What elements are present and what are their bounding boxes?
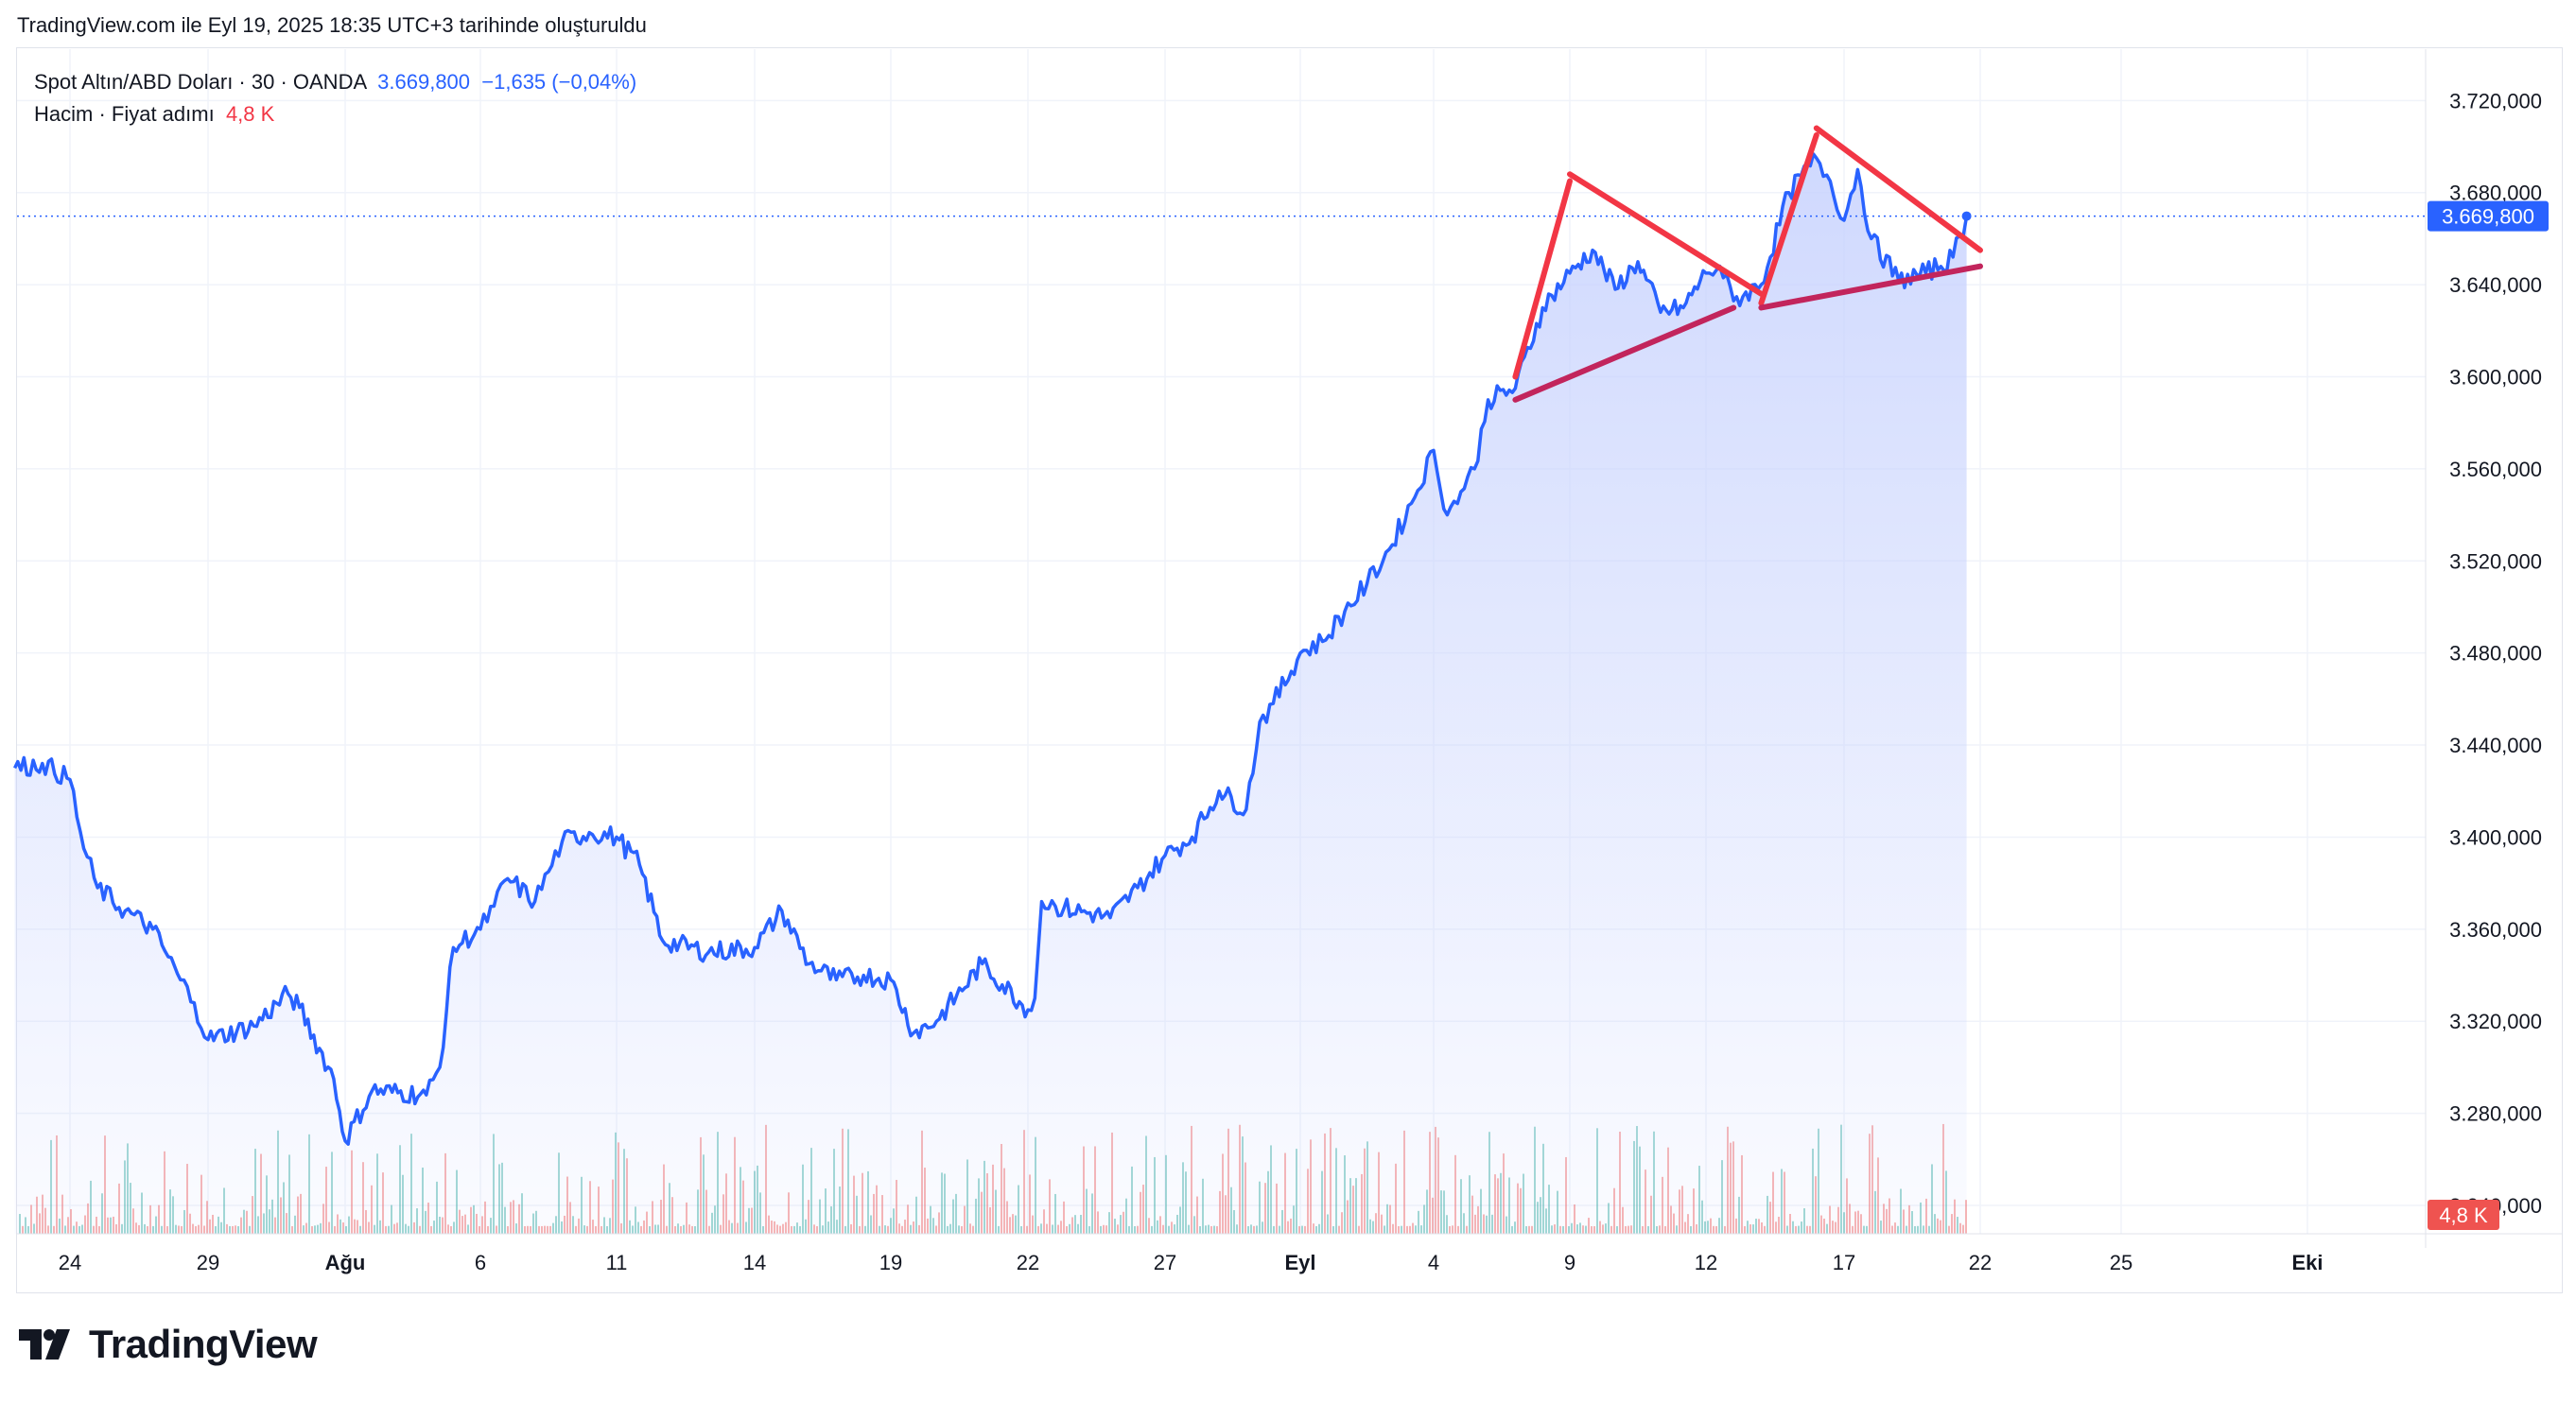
trendline-3 (1512, 304, 1737, 403)
x-tick-label: 27 (1154, 1251, 1176, 1274)
y-tick-label: 3.640,000 (2449, 273, 2542, 297)
volume-badge-label: 4,8 K (2439, 1204, 2488, 1227)
x-tick-label: Eki (2291, 1251, 2323, 1274)
y-tick-label: 3.400,000 (2449, 825, 2542, 849)
y-tick-label: 3.680,000 (2449, 182, 2542, 205)
x-tick-label: 17 (1833, 1251, 1855, 1274)
legend-volume-value: 4,8 K (225, 102, 275, 126)
legend-price: 3.669,800 (377, 70, 471, 94)
x-tick-label: Eyl (1284, 1251, 1315, 1274)
last-price-badge (2428, 200, 2549, 232)
legend-volume-label[interactable]: Hacim · Fiyat adımı (34, 102, 215, 126)
last-price-badge-label: 3.669,800 (2442, 205, 2534, 229)
y-tick-label: 3.320,000 (2449, 1010, 2542, 1033)
x-tick-label: 22 (1969, 1251, 1992, 1274)
y-tick-label: 3.480,000 (2449, 642, 2542, 666)
trendline-1 (1512, 178, 1573, 380)
tradingview-logo-icon (19, 1329, 70, 1360)
chart-caption: TradingView.com ile Eyl 19, 2025 18:35 U… (17, 13, 647, 37)
y-tick-label: 3.560,000 (2449, 458, 2542, 481)
trendline-6 (1758, 263, 1983, 311)
y-tick-label: 3.720,000 (2449, 89, 2542, 113)
x-tick-label: 11 (606, 1251, 628, 1274)
x-tick-label: 19 (879, 1251, 902, 1274)
x-tick-label: 14 (743, 1251, 766, 1274)
x-tick-label: 12 (1695, 1251, 1717, 1274)
x-tick-label: 9 (1564, 1251, 1575, 1274)
y-tick-label: 3.280,000 (2449, 1102, 2542, 1126)
legend-change: −1,635 (−0,04%) (481, 70, 637, 94)
x-tick-label: 24 (59, 1251, 81, 1274)
chart-frame[interactable] (16, 47, 2563, 1293)
y-tick-label: 3.440,000 (2449, 734, 2542, 757)
x-tick-label: 25 (2110, 1251, 2132, 1274)
brand-name: TradingView (89, 1322, 318, 1366)
chart-legend: Spot Altın/ABD Doları · 30 · OANDA 3.669… (34, 66, 636, 130)
x-tick-label: 4 (1428, 1251, 1439, 1274)
trendline-2 (1567, 171, 1765, 297)
x-tick-label: 29 (197, 1251, 219, 1274)
trendline-4 (1758, 131, 1819, 306)
legend-symbol[interactable]: Spot Altın/ABD Doları · 30 · OANDA (34, 70, 366, 94)
x-tick-label: 6 (475, 1251, 486, 1274)
price-area (14, 153, 1967, 1234)
tradingview-logo[interactable]: TradingView (19, 1322, 318, 1367)
price-line (13, 152, 1969, 1146)
x-tick-label: Ağu (325, 1251, 366, 1274)
legend-symbol-row: Spot Altın/ABD Doları · 30 · OANDA 3.669… (34, 66, 636, 98)
legend-volume-row: Hacim · Fiyat adımı 4,8 K (34, 98, 636, 130)
trendline-5 (1813, 125, 1983, 253)
y-tick-label: 3.600,000 (2449, 366, 2542, 390)
y-tick-label: 3.520,000 (2449, 549, 2542, 573)
last-price-dot (1961, 211, 1972, 221)
y-tick-label: 3.360,000 (2449, 918, 2542, 942)
x-tick-label: 22 (1017, 1251, 1039, 1274)
volume-badge (2428, 1200, 2499, 1230)
